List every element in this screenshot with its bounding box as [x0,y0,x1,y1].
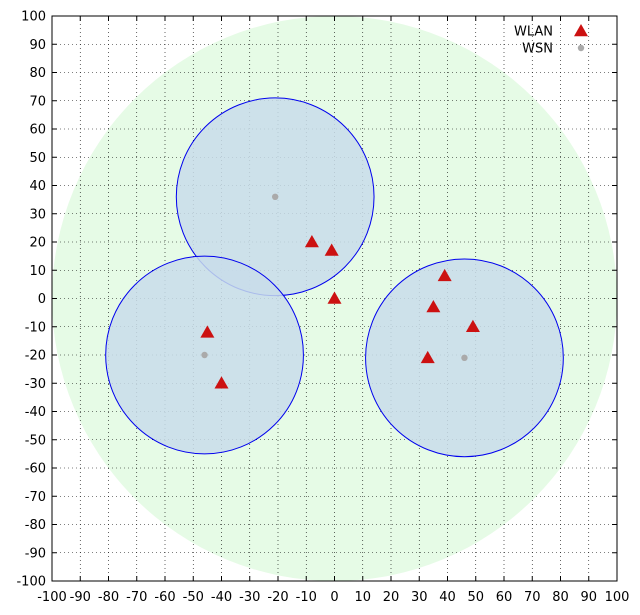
y-tick-label: -90 [25,546,46,561]
wlan-point-9 [420,350,435,364]
x-tick-label: -10 [296,590,317,605]
y-tick-label: 30 [29,207,46,222]
legend-label-wlan: WLAN [514,25,553,40]
axes-layer: -100 -90 -80 -70 -60 -50 -40 -30 -20 -10 0 10 20 30 40… [16,10,629,606]
wlan-point-8 [465,319,480,332]
x-tick-label: -70 [126,590,147,605]
y-tick-label: 10 [29,264,46,279]
x-tick-label: -40 [211,590,232,605]
y-tick-label: 90 [29,38,46,53]
y-tick-label: 100 [21,10,46,25]
x-tick-label: -60 [154,590,175,605]
wlan-point-5 [214,376,229,389]
wlan-point-7 [426,299,441,313]
y-tick-label: -40 [25,405,46,420]
x-tick-label: -20 [267,590,288,605]
y-tick-label: -100 [16,575,46,590]
x-tick-label: 100 [605,590,630,605]
wlan-point-6 [437,268,452,282]
y-tick-label: -50 [25,433,46,448]
wlan-point-1 [304,235,319,248]
x-tick-label: 0 [330,590,338,605]
y-tick-label: -60 [25,462,46,477]
wlan-point-3 [327,291,342,304]
legend: WLAN WSN [514,24,588,57]
x-tick-label: 60 [496,590,513,605]
x-tick-label: 30 [411,590,428,605]
y-tick-label: 50 [29,151,46,166]
coverage-circles-layer [105,97,564,458]
wsn-point-1 [271,193,279,200]
x-tick-label: -30 [239,590,260,605]
x-tick-label: -100 [37,590,67,605]
points-layer [200,193,480,389]
y-tick-label: 80 [29,66,46,81]
x-tick-label: -80 [98,590,119,605]
y-tick-label: -30 [25,377,46,392]
y-tick-label: 40 [29,179,46,194]
y-tick-label: 20 [29,236,46,251]
wsn-point-3 [461,354,468,362]
x-tick-label: 90 [580,590,597,605]
y-tick-label: 60 [29,123,46,138]
y-tick-label: -20 [25,349,46,364]
legend-label-wsn: WSN [522,42,553,57]
legend-marker-wlan [574,24,588,37]
x-tick-label: 40 [439,590,456,605]
y-tick-label: -70 [25,490,46,505]
y-tick-label: -80 [25,518,46,533]
y-tick-label: 70 [29,94,46,109]
wlan-point-4 [200,325,215,338]
legend-marker-wsn [577,44,585,52]
x-tick-label: 50 [467,590,484,605]
x-tick-label: 80 [552,590,569,605]
wsn-point-2 [201,351,208,359]
x-tick-label: 10 [354,590,371,605]
x-tick-label: 20 [383,590,400,605]
x-tick-label: 70 [524,590,541,605]
y-tick-label: -10 [25,320,46,335]
x-tick-label: -50 [183,590,204,605]
wlan-point-2 [324,243,339,256]
x-tick-label: -90 [70,590,91,605]
y-tick-label: 0 [38,292,46,307]
